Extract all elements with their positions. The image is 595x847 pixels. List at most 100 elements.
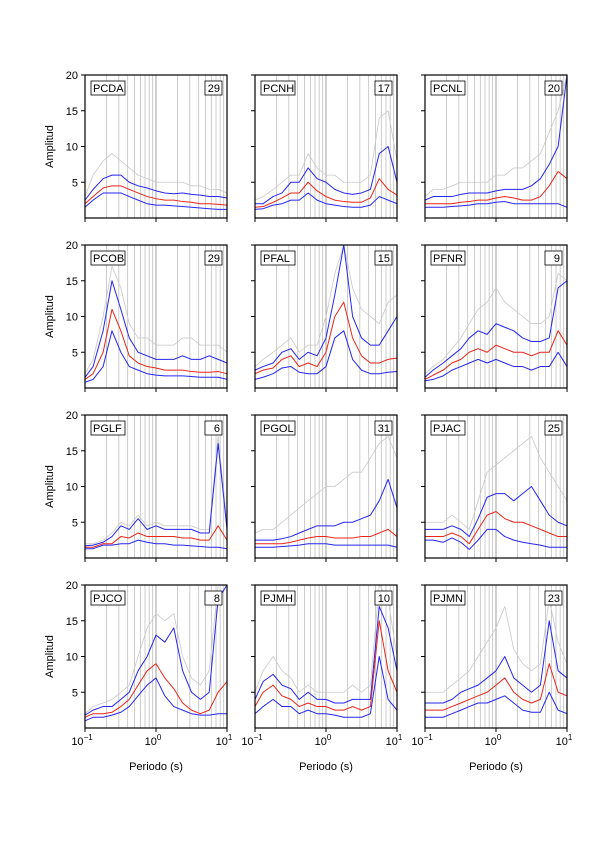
x-axis-label: Periodo (s): [469, 761, 523, 773]
y-tick-label: 10: [66, 652, 78, 664]
y-tick-label: 5: [72, 177, 78, 189]
y-tick-label: 20: [66, 240, 78, 252]
station-label: PJMH: [263, 593, 293, 605]
count-box: [544, 80, 563, 96]
tick-exponent: 1: [228, 733, 233, 742]
count-box: [374, 420, 393, 436]
count-box: [204, 590, 223, 606]
count-label: 23: [548, 593, 560, 605]
x-tick-label: 100: [145, 733, 162, 748]
count-label: 10: [378, 593, 390, 605]
series-line: [425, 201, 568, 208]
series-line: [255, 528, 398, 545]
count-box: [374, 590, 393, 606]
series-line: [255, 543, 398, 548]
y-axis-label: Amplitud: [44, 465, 56, 508]
tick-exponent: 1: [398, 733, 403, 742]
series-line: [425, 486, 568, 538]
tick-base: 10: [71, 736, 83, 748]
count-box: [204, 80, 223, 96]
series-line: [84, 677, 227, 722]
series-line: [424, 280, 568, 378]
series-line: [425, 663, 568, 711]
tick-base: 10: [386, 736, 398, 748]
panel: 5 10 15 20 PCDA 29 Amplitud: [44, 70, 228, 222]
panel: PGOL 31: [251, 414, 398, 562]
series-line: [425, 620, 568, 704]
tick-base: 10: [485, 736, 497, 748]
series-line: [254, 584, 398, 693]
series-line: [84, 443, 228, 547]
y-axis-label: Amplitud: [44, 635, 56, 678]
tick-base: 10: [241, 736, 253, 748]
series-line: [254, 110, 398, 201]
panel: PFAL 15: [251, 244, 398, 392]
y-tick-label: 10: [66, 312, 78, 324]
count-box: [374, 80, 393, 96]
series-line: [254, 620, 398, 711]
series-line: [84, 185, 228, 206]
x-tick-label: 10−1: [71, 733, 93, 748]
y-tick-label: 20: [66, 580, 78, 592]
y-tick-label: 15: [66, 446, 78, 458]
count-label: 29: [208, 83, 220, 95]
series-line: [425, 598, 568, 693]
series-line: [255, 146, 398, 205]
series-line: [424, 330, 568, 380]
series-line: [254, 244, 398, 371]
y-tick-label: 5: [72, 347, 78, 359]
station-box: [260, 250, 296, 266]
tick-exponent: −1: [84, 733, 94, 742]
series-line: [85, 436, 228, 545]
count-label: 9: [554, 253, 560, 265]
series-line: [84, 280, 228, 378]
series-line: [254, 301, 398, 375]
station-box: [90, 590, 126, 606]
station-box: [430, 590, 466, 606]
count-label: 20: [548, 83, 560, 95]
series-line: [84, 266, 228, 374]
series-line: [254, 178, 398, 208]
panel: PFNR 9: [421, 244, 568, 392]
station-box: [260, 80, 296, 96]
station-box: [260, 590, 296, 606]
series-line: [84, 663, 228, 718]
station-label: PJMN: [433, 593, 463, 605]
panel: 5 10 15 20 PGLF 6 Amplitud: [44, 410, 228, 562]
series-line: [425, 511, 567, 545]
series-line: [254, 244, 398, 367]
station-box: [90, 420, 126, 436]
x-tick-label: 100: [315, 733, 332, 748]
station-label: PFNR: [433, 253, 463, 265]
series-line: [424, 351, 568, 382]
series-line: [254, 436, 398, 534]
x-tick-label: 101: [386, 733, 403, 748]
station-box: [90, 80, 126, 96]
series-line: [425, 528, 567, 550]
tick-base: 10: [315, 736, 327, 748]
count-box: [374, 250, 393, 266]
station-label: PGLF: [93, 423, 122, 435]
y-tick-label: 15: [66, 616, 78, 628]
panel: 5 10 15 20 PCOB 29 Amplitud: [44, 240, 228, 392]
series-line: [84, 174, 228, 201]
series-line: [424, 74, 568, 201]
y-tick-label: 10: [66, 482, 78, 494]
tick-exponent: 0: [497, 733, 502, 742]
series-line: [84, 308, 228, 380]
tick-base: 10: [145, 736, 157, 748]
station-label: PFAL: [263, 253, 290, 265]
series-line: [84, 330, 228, 383]
station-label: PCOB: [93, 253, 124, 265]
panel: PJAC 25: [421, 414, 568, 562]
station-label: PGOL: [263, 423, 294, 435]
x-tick-label: 100: [485, 733, 502, 748]
y-tick-label: 15: [66, 276, 78, 288]
tick-base: 10: [411, 736, 423, 748]
x-tick-label: 101: [556, 733, 573, 748]
station-box: [90, 250, 126, 266]
